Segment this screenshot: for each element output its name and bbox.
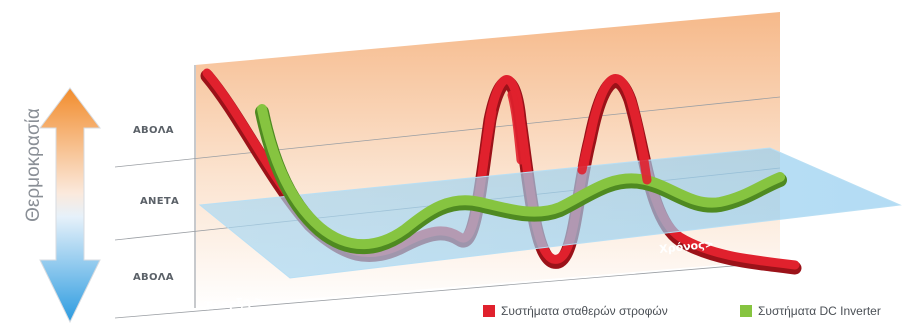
legend-label-inverter: Συστήματα DC Inverter <box>758 304 881 318</box>
level-label-middle: ΑΝΕΤΑ <box>140 196 179 207</box>
fixed-speed-ribbon-front <box>479 87 652 185</box>
temperature-arrow <box>39 87 101 324</box>
y-axis-title: Θερμοκρασία <box>14 108 54 222</box>
legend-item-fixed-speed: Συστήματα σταθερών στροφών <box>483 304 668 318</box>
legend-swatch-fixed-speed <box>483 305 495 317</box>
divider-upper <box>114 96 781 168</box>
inverter-ribbon <box>257 104 785 250</box>
legend-item-inverter: Συστήματα DC Inverter <box>740 304 881 318</box>
y-axis-title-text: Θερμοκρασία <box>23 108 44 222</box>
level-label-top: ΑΒΟΛΑ <box>133 125 174 136</box>
legend-swatch-inverter <box>740 305 752 317</box>
level-label-bottom: ΑΒΟΛΑ <box>133 272 174 283</box>
legend-label-fixed-speed: Συστήματα σταθερών στροφών <box>501 304 668 318</box>
divider-bottom <box>114 261 781 319</box>
